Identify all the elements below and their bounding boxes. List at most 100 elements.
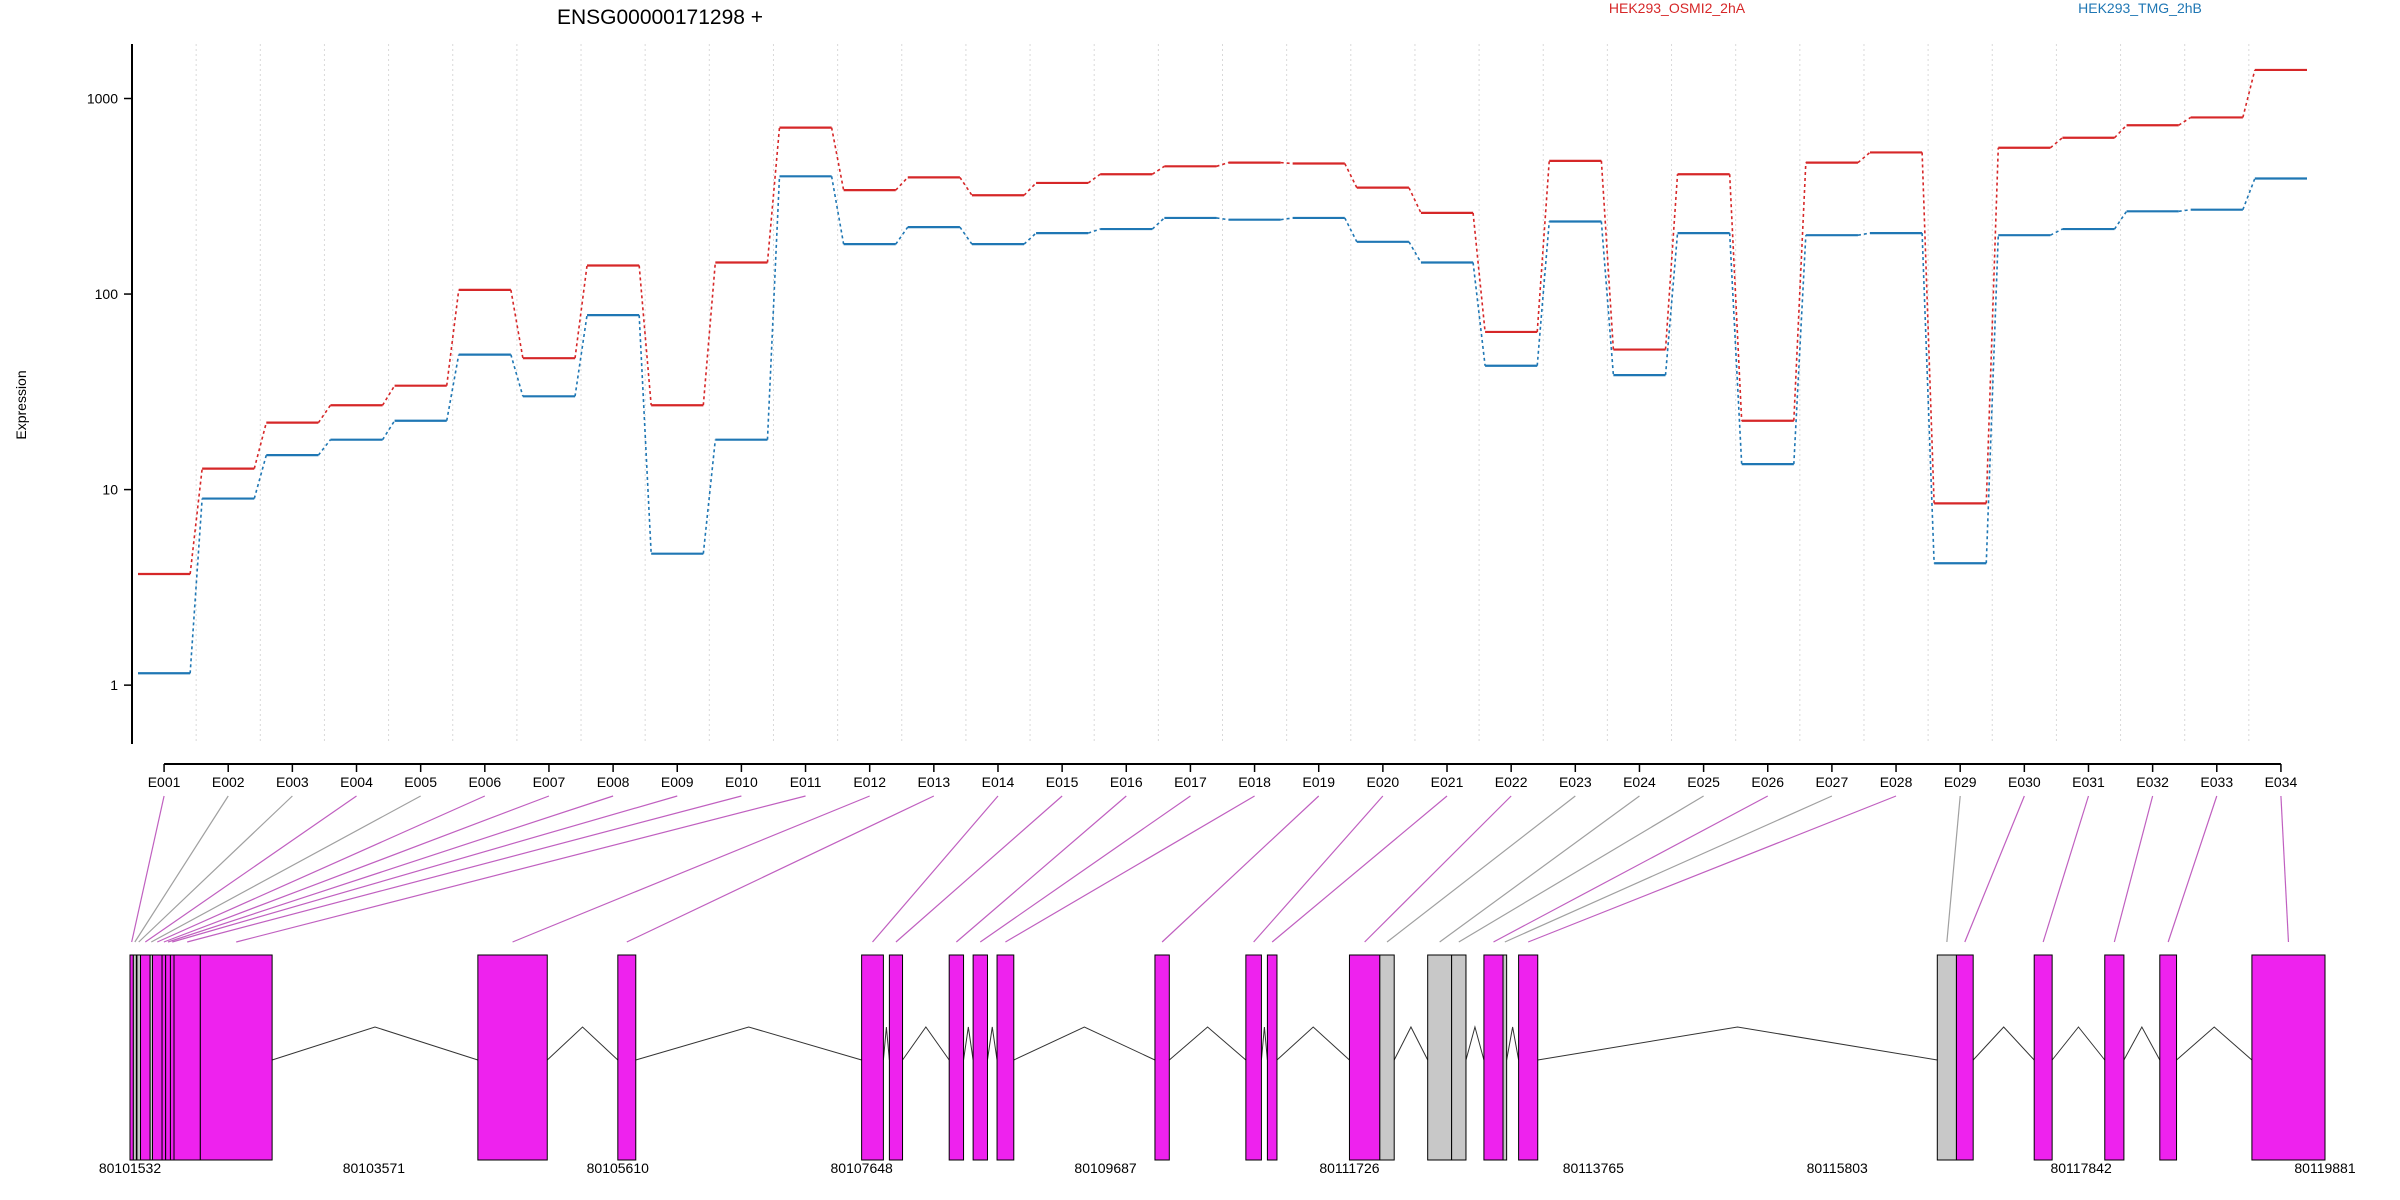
exon-mapping-line — [138, 795, 293, 943]
intron — [546, 1026, 619, 1061]
series-connector — [1728, 174, 1743, 421]
exon-mapping-line — [187, 795, 742, 943]
x-tick-label: E027 — [1816, 774, 1849, 790]
series-connector — [2050, 228, 2063, 236]
intron — [1537, 1026, 1938, 1061]
exon-mapping-line — [2280, 795, 2290, 943]
exon-mapping-line — [1271, 795, 1448, 943]
intron — [902, 1026, 950, 1061]
exon-mapping-line — [151, 795, 421, 943]
series-connector — [1985, 147, 2000, 504]
genomic-tick-label: 80101532 — [99, 1160, 162, 1176]
genomic-tick-label: 80107648 — [831, 1160, 894, 1176]
exon-mapping-line — [144, 795, 357, 943]
series-connector — [1408, 187, 1422, 214]
x-tick-label: E004 — [340, 774, 373, 790]
x-tick-label: E008 — [597, 774, 630, 790]
series-connector — [1536, 160, 1551, 333]
exon-mapping-line — [131, 795, 165, 943]
series-connector — [1023, 182, 1037, 196]
series-connector — [702, 262, 717, 406]
series-connector — [1216, 217, 1229, 221]
series-connector — [638, 265, 652, 406]
x-tick-label: E009 — [661, 774, 694, 790]
gridlines — [195, 44, 2250, 744]
series-connector — [445, 289, 460, 386]
exon-block — [888, 954, 904, 1161]
series-connector — [1793, 162, 1807, 421]
exon-mapping-line — [1493, 795, 1769, 943]
exon-block — [1266, 954, 1278, 1161]
series-1 — [138, 175, 2307, 675]
exon-mapping-line — [1527, 795, 1897, 943]
series-connector — [1921, 233, 1935, 564]
intron — [963, 1026, 974, 1061]
exon-block — [169, 954, 175, 1161]
exon-block — [1245, 954, 1262, 1161]
exon-block — [140, 954, 151, 1161]
intron — [1013, 1026, 1156, 1061]
series-connector — [253, 454, 268, 499]
x-tick-label: E019 — [1302, 774, 1335, 790]
exon-mapping-line — [172, 795, 678, 943]
series-connector — [253, 422, 268, 469]
x-tick-label: E014 — [982, 774, 1015, 790]
series-connector — [766, 176, 781, 440]
exon-block — [1427, 954, 1453, 1161]
series-connector — [1600, 160, 1615, 350]
x-tick-label: E028 — [1880, 774, 1913, 790]
exon-block — [2033, 954, 2053, 1161]
series-connector — [1087, 228, 1101, 234]
intron — [986, 1026, 998, 1061]
genomic-tick-label: 80111726 — [1319, 1160, 1379, 1176]
series-connector — [1472, 262, 1486, 366]
exon-block — [1483, 954, 1504, 1161]
exon-mapping-line — [2167, 795, 2218, 943]
y-tick-label: 10 — [102, 482, 118, 498]
exon-block — [2104, 954, 2125, 1161]
series-connector — [702, 439, 717, 554]
series-connector — [1600, 221, 1615, 376]
x-tick-label: E023 — [1559, 774, 1592, 790]
x-tick-label: E031 — [2072, 774, 2105, 790]
series-connector — [1344, 217, 1358, 243]
exon-block — [948, 954, 965, 1161]
exon-mapping-line — [1439, 795, 1640, 943]
series-0 — [138, 68, 2307, 576]
series-connector — [2178, 208, 2191, 213]
intron — [1972, 1026, 2035, 1061]
exon-mapping-line — [236, 795, 806, 943]
exon-block — [1502, 954, 1508, 1161]
series-connector — [2242, 69, 2256, 118]
x-tick-label: E026 — [1751, 774, 1784, 790]
series-connector — [1408, 241, 1422, 263]
intron — [1465, 1025, 1485, 1061]
series-connector — [317, 439, 332, 456]
exon-block — [136, 954, 142, 1161]
x-tick-label: E002 — [212, 774, 245, 790]
series-connector — [1216, 161, 1229, 168]
intron — [1393, 1025, 1429, 1061]
series-connector — [1536, 221, 1551, 366]
x-tick-label: E011 — [790, 774, 822, 790]
exon-mapping-line — [157, 795, 486, 943]
series-connector — [1793, 235, 1807, 465]
x-tick-label: E013 — [917, 774, 950, 790]
x-tick-label: E022 — [1495, 774, 1528, 790]
x-tick-label: E007 — [533, 774, 566, 790]
exon-mapping-line — [895, 795, 1063, 943]
series-lines — [138, 68, 2307, 675]
series-connector — [1985, 235, 2000, 564]
exon-block — [1451, 954, 1467, 1161]
exon-mapping-lines — [131, 795, 2290, 943]
exon-block — [1348, 954, 1381, 1161]
intron — [1260, 1026, 1268, 1061]
exon-mapping-line — [1964, 795, 2025, 943]
legend-entry-tmg: HEK293_TMG_2hB — [2078, 0, 2202, 16]
genomic-axis-labels: 80101532 80103571 80105610 80107648 80109687… — [99, 1160, 2356, 1176]
intron — [2176, 1026, 2253, 1061]
exon-block — [151, 954, 163, 1161]
exon-block — [132, 954, 137, 1161]
